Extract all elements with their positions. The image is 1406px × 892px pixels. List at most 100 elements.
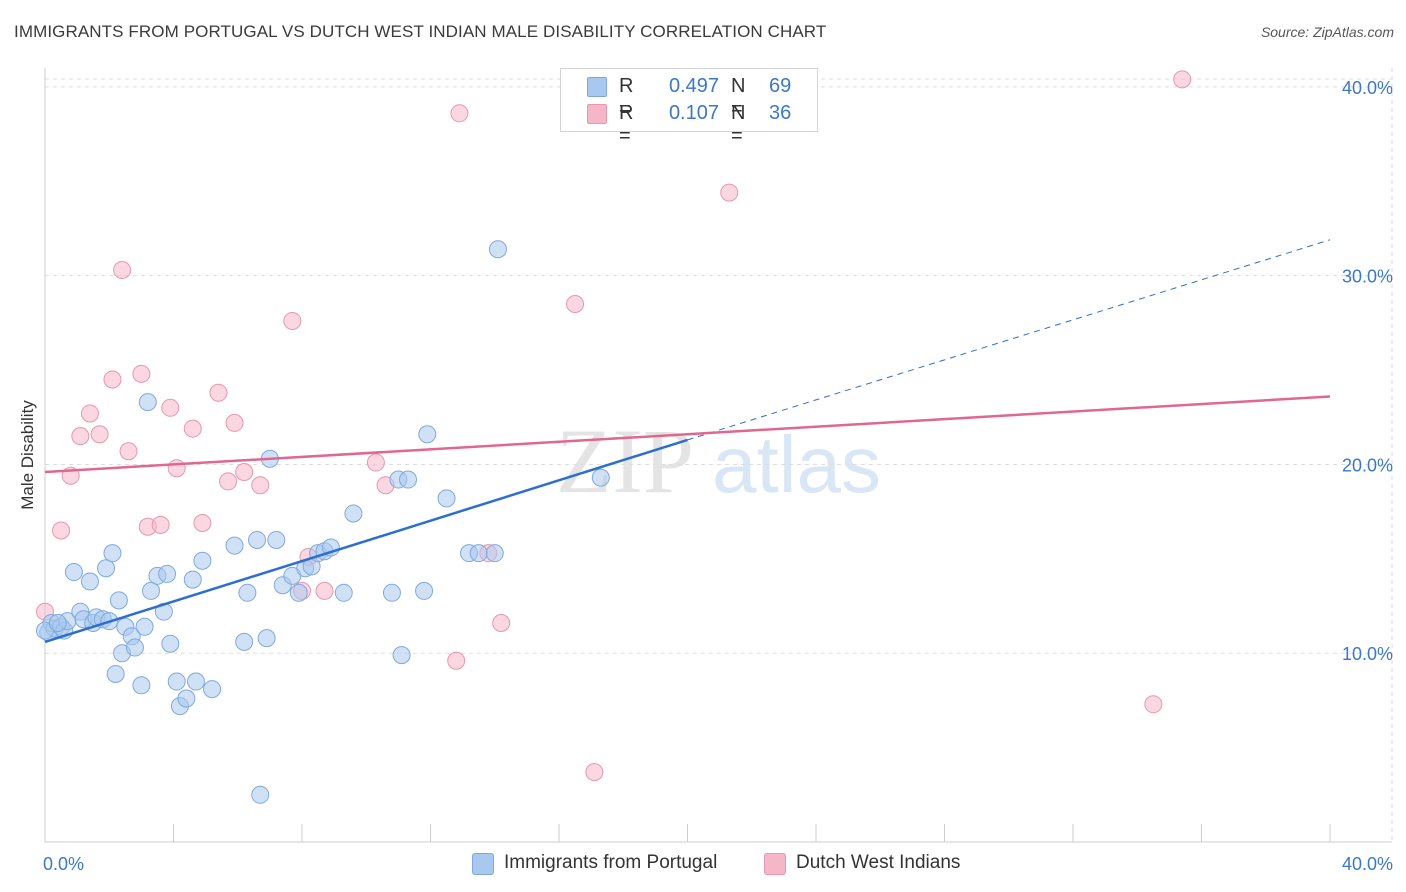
data-point-dwi — [251, 476, 270, 495]
data-point-dwi — [161, 398, 180, 417]
chart-title: IMMIGRANTS FROM PORTUGAL VS DUTCH WEST I… — [14, 22, 827, 41]
data-point-portugal — [225, 536, 244, 555]
trend-line-portugal-extended — [687, 239, 1331, 441]
y-tick-label: 30.0% — [1342, 267, 1393, 287]
data-point-portugal — [251, 785, 270, 804]
data-point-portugal — [257, 629, 276, 648]
data-point-portugal — [167, 672, 186, 691]
data-point-portugal — [289, 583, 308, 602]
data-point-dwi — [1144, 695, 1163, 714]
data-point-portugal — [399, 470, 418, 489]
data-point-dwi — [193, 513, 212, 532]
data-point-portugal — [97, 559, 116, 578]
data-point-portugal — [132, 676, 151, 695]
legend-r-label: R = — [619, 102, 634, 147]
data-point-portugal — [64, 563, 83, 582]
y-tick-label: 40.0% — [1342, 78, 1393, 98]
data-point-portugal — [591, 468, 610, 487]
data-point-dwi — [1173, 70, 1192, 89]
data-point-dwi — [103, 370, 122, 389]
data-point-dwi — [209, 383, 228, 402]
correlation-legend: R = 0.497 N = 69 R = 0.107 N = 36 — [560, 68, 818, 147]
watermark-zip: ZIP — [556, 410, 694, 512]
data-point-dwi — [720, 183, 739, 202]
data-point-portugal — [154, 602, 173, 621]
data-point-portugal — [238, 583, 257, 602]
x-tick-label: 0.0% — [43, 854, 84, 874]
data-point-portugal — [469, 544, 488, 563]
data-point-portugal — [106, 664, 125, 683]
data-point-portugal — [80, 572, 99, 591]
data-point-dwi — [219, 472, 238, 491]
data-point-portugal — [183, 570, 202, 589]
data-point-dwi — [80, 404, 99, 423]
data-point-portugal — [344, 504, 363, 523]
data-point-portugal — [485, 544, 504, 563]
data-point-dwi — [183, 419, 202, 438]
data-point-portugal — [235, 632, 254, 651]
data-point-dwi — [450, 104, 469, 123]
data-point-dwi — [113, 260, 132, 279]
trend-line-portugal — [44, 438, 688, 644]
data-point-portugal — [382, 583, 401, 602]
data-point-dwi — [315, 581, 334, 600]
legend-n-label: N = — [731, 75, 746, 120]
data-point-portugal — [161, 634, 180, 653]
data-point-dwi — [119, 442, 138, 461]
legend-r-value: 0.107 — [668, 102, 719, 124]
data-point-portugal — [103, 544, 122, 563]
legend-n-value: 36 — [769, 102, 792, 124]
data-point-portugal — [488, 240, 507, 259]
legend-r-value: 0.497 — [668, 75, 719, 97]
data-point-portugal — [418, 425, 437, 444]
legend-r-label: R = — [619, 75, 634, 120]
data-point-dwi — [366, 453, 385, 472]
data-point-portugal — [138, 393, 157, 412]
data-point-dwi — [90, 425, 109, 444]
series-immigrants-portugal — [36, 240, 610, 804]
tick-labels: 10.0% 20.0% 30.0% 40.0% 0.0% 40.0% — [43, 78, 1393, 874]
data-point-dwi — [167, 459, 186, 478]
trend-lines — [44, 239, 1331, 644]
data-point-portugal — [267, 530, 286, 549]
data-point-portugal — [203, 680, 222, 699]
bottom-legend-label: Dutch West Indians — [796, 852, 961, 873]
data-point-portugal — [109, 591, 128, 610]
data-point-dwi — [492, 614, 511, 633]
legend-swatch-portugal — [587, 77, 607, 97]
bottom-swatch-dwi — [764, 853, 786, 875]
x-tick-label: 40.0% — [1342, 854, 1393, 874]
watermark: ZIP atlas — [556, 410, 881, 512]
legend-n-label: N = — [731, 102, 746, 147]
bottom-swatch-portugal — [472, 853, 494, 875]
source-credit: Source: ZipAtlas.com — [1260, 24, 1394, 40]
data-point-portugal — [158, 564, 177, 583]
data-point-dwi — [71, 427, 90, 446]
data-point-portugal — [248, 530, 267, 549]
data-point-portugal — [125, 638, 144, 657]
trend-line-dwi — [44, 395, 1331, 474]
data-point-dwi — [132, 364, 151, 383]
y-tick-label: 20.0% — [1342, 455, 1393, 475]
data-point-portugal — [177, 689, 196, 708]
data-point-dwi — [447, 651, 466, 670]
data-point-portugal — [437, 489, 456, 508]
data-point-portugal — [415, 581, 434, 600]
data-point-portugal — [334, 583, 353, 602]
data-point-portugal — [193, 551, 212, 570]
data-point-dwi — [585, 763, 604, 782]
data-point-portugal — [48, 614, 67, 633]
data-point-dwi — [566, 294, 585, 313]
legend-n-value: 69 — [769, 75, 792, 97]
data-point-portugal — [142, 581, 161, 600]
data-point-portugal — [186, 672, 205, 691]
legend-swatch-dwi — [587, 104, 607, 124]
data-point-portugal — [392, 646, 411, 665]
y-tick-label: 10.0% — [1342, 644, 1393, 664]
watermark-atlas: atlas — [712, 420, 881, 509]
data-point-dwi — [225, 413, 244, 432]
bottom-legend-label: Immigrants from Portugal — [504, 852, 718, 873]
data-point-dwi — [151, 515, 170, 534]
series-dutch-west-indians — [36, 70, 1192, 782]
